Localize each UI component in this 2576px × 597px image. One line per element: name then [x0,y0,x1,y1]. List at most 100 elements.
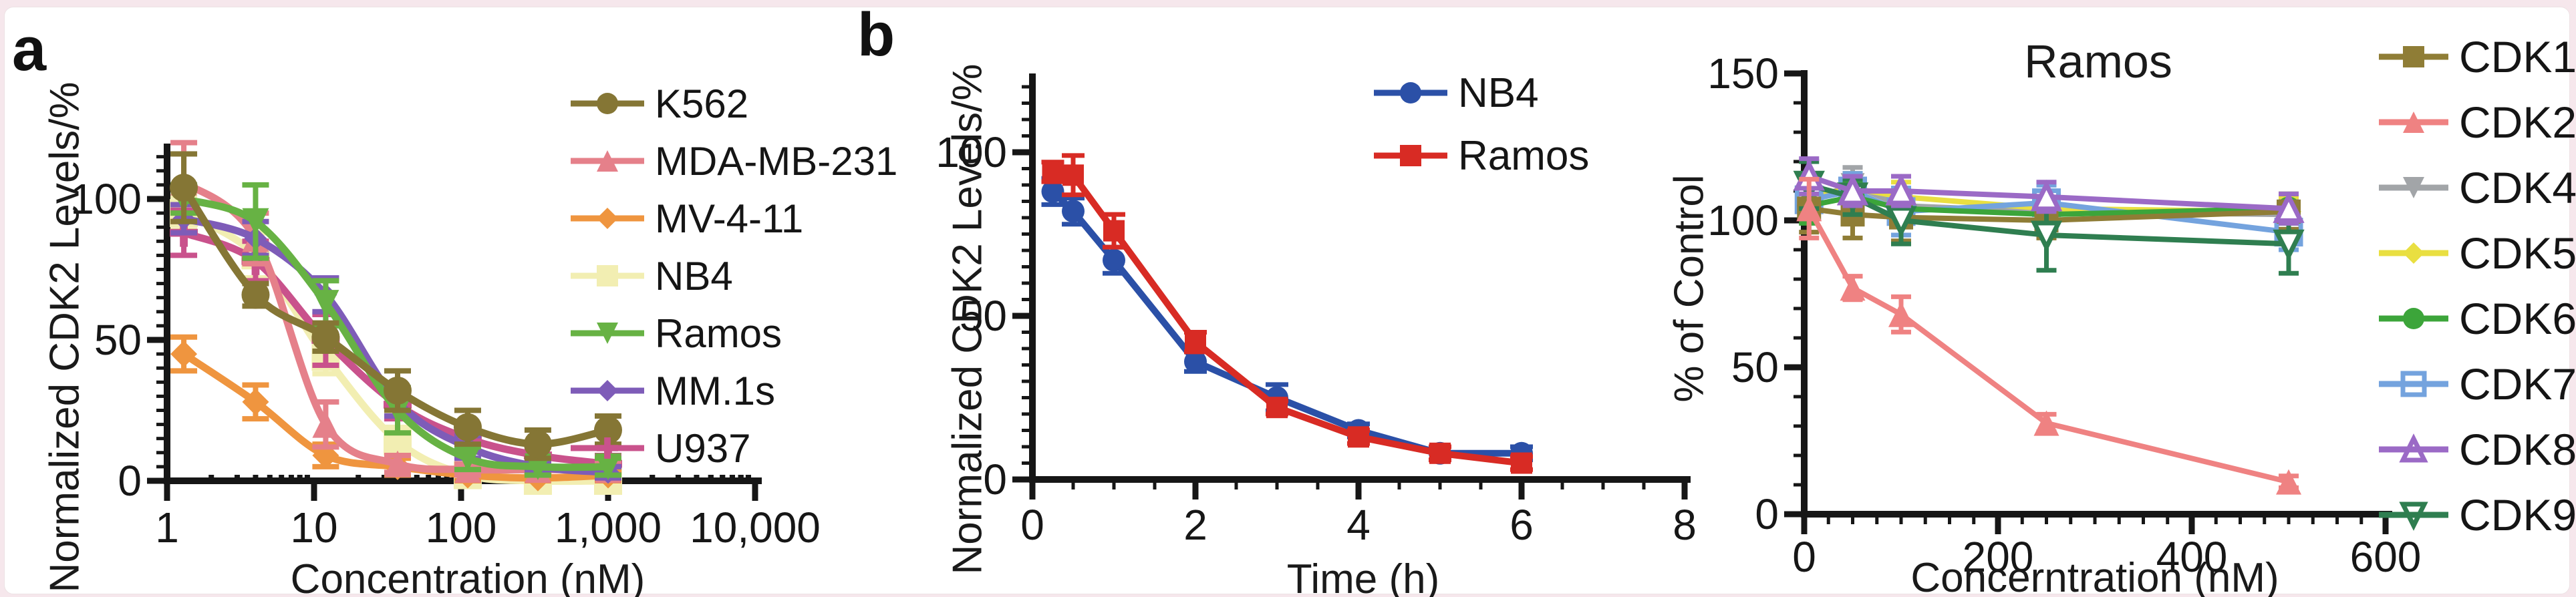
legend-item-K562: K562 [568,75,897,132]
legend-item-CDK1: CDK1 [2376,24,2576,89]
chart-a-series-NB4 [170,193,622,495]
panel-a-y-axis-title: Normalized CDK2 Levels/% [41,81,88,593]
panel-a-x-axis-title: Concentration (nM) [290,556,646,597]
chart-c-point-CDK9 [2273,229,2305,262]
panel-a-label: a [12,15,47,83]
chart-a-y-tick-label: 50 [94,316,142,364]
chart-a-series-K562 [170,151,622,461]
legend-item-label: MM.1s [655,368,775,413]
legend-marker-CDK8-icon [2379,433,2448,463]
legend-marker-K562-icon [571,93,644,114]
legend-marker-CDK2-icon [2379,112,2448,133]
chart-a-point-Ramos [242,208,269,235]
legend-item-label: U937 [655,425,751,471]
chart-c-point-CDK8 [1836,174,1869,206]
chart-a-point-K562 [170,174,198,202]
chart-a-x-tick-label: 10,000 [690,504,821,552]
chart-c-point-CDK2 [1840,275,1866,301]
legend-marker-NB4-icon [1374,82,1447,104]
chart-b-point-Ramos [1348,426,1369,448]
legend-item-label: CDK7 [2459,359,2576,409]
chart-c-point-CDK2 [2276,469,2301,495]
legend-item-NB4: NB4 [568,247,897,305]
chart-a-y-tick-label: 0 [118,457,142,505]
legend-marker-CDK4-icon [2379,177,2448,198]
chart-c-point-CDK8 [2273,191,2305,223]
legend-item-CDK9: CDK9 [2376,482,2576,548]
legend-item-label: CDK2 [2459,97,2576,147]
legend-item-CDK6: CDK6 [2376,286,2576,351]
chart-c-point-CDK9 [2030,220,2063,252]
legend-marker-Ramos-icon [1374,145,1447,166]
legend-item-label: MDA-MB-231 [655,138,898,184]
chart-c-series-CDK8 [1793,156,2305,226]
panel-c-chart-title: Ramos [2024,35,2172,87]
legend-item-label: CDK9 [2459,490,2576,540]
figure-sheet [4,7,2570,594]
chart-b-point-Ramos [1429,442,1451,464]
chart-b-point-Ramos [1062,164,1084,186]
legend-item-CDK7: CDK7 [2376,351,2576,417]
chart-a-point-K562 [594,416,622,445]
panel-c-legend: CDK1 CDK2 CDK4 CDK5 CDK6 CDK7 CDK8 CDK9 [2376,24,2576,548]
legend-marker-Ramos-icon [571,323,644,344]
chart-a-y-tick-label: 100 [70,175,142,223]
legend-item-CDK8: CDK8 [2376,417,2576,482]
chart-b-y-tick-label: 100 [936,128,1007,176]
legend-item-label: CDK5 [2459,228,2576,278]
chart-c-point-CDK2 [2033,410,2059,436]
chart-b-x-tick-label: 0 [1020,501,1044,549]
chart-a-point-K562 [453,413,482,441]
chart-a-point-MDA-MB-231 [312,411,339,438]
chart-a-x-tick-label: 1,000 [555,504,662,552]
panel-c-x-axis-title: Concerntration (nM) [1910,555,2279,597]
panel-c-y-axis-title: % of Control [1666,174,1713,403]
chart-a-point-Ramos [312,290,339,317]
panel-b-legend: NB4 Ramos [1371,61,1589,187]
chart-c-point-CDK9 [1885,206,1917,238]
chart-c-point-CDK8 [2030,179,2063,212]
chart-b-series-Ramos [1041,153,1533,474]
panel-b-label: b [857,1,895,69]
legend-item-label: CDK6 [2459,294,2576,343]
chart-c-y-tick-label: 50 [1731,343,1779,391]
legend-item-label: NB4 [655,253,733,298]
chart-c-x-tick-label: 0 [1792,533,1816,581]
chart-a-point-Ramos [595,453,621,480]
legend-marker-CDK6-icon [2379,308,2448,329]
chart-c-x-tick-label: 400 [2156,533,2228,581]
chart-b-y-tick-label: 0 [983,455,1007,504]
chart-b-point-NB4 [1103,248,1125,272]
legend-item-CDK2: CDK2 [2376,89,2576,155]
legend-marker-CDK5-icon [2379,242,2448,264]
legend-item-NB4: NB4 [1371,61,1589,124]
legend-item-U937: U937 [568,419,897,477]
chart-c-x-tick-label: 200 [1963,533,2034,581]
chart-b-x-tick-label: 2 [1183,501,1207,549]
legend-item-Ramos: Ramos [1371,124,1589,187]
chart-a-point-K562 [523,430,552,459]
legend-item-label: CDK1 [2459,32,2576,81]
chart-a-point-K562 [311,323,340,351]
legend-marker-CDK7-icon [2379,371,2448,397]
chart-a-point-MDA-MB-231 [384,450,412,477]
legend-item-label: K562 [655,81,749,126]
chart-a-x-tick-label: 10 [290,504,337,552]
chart-b-point-Ramos [1511,452,1532,474]
chart-b-point-Ramos [1185,331,1206,353]
chart-c-y-tick-label: 100 [1707,196,1779,244]
chart-c-point-CDK8 [1885,174,1917,206]
chart-c: 0 200 400 600 0 50 100 150 [1707,49,2421,581]
chart-a-point-MV-4-11 [242,388,269,415]
chart-a-x-tick-label: 1 [155,504,179,552]
legend-item-label: NB4 [1458,69,1539,116]
legend-item-label: MV-4-11 [655,196,804,241]
chart-b-x-tick-label: 4 [1346,501,1371,549]
legend-marker-MDA-MB-231-icon [571,150,644,172]
chart-b-point-NB4 [1041,180,1064,203]
legend-item-CDK5: CDK5 [2376,220,2576,286]
chart-c-x-tick-label: 600 [2350,533,2422,581]
legend-item-label: Ramos [1458,132,1590,179]
